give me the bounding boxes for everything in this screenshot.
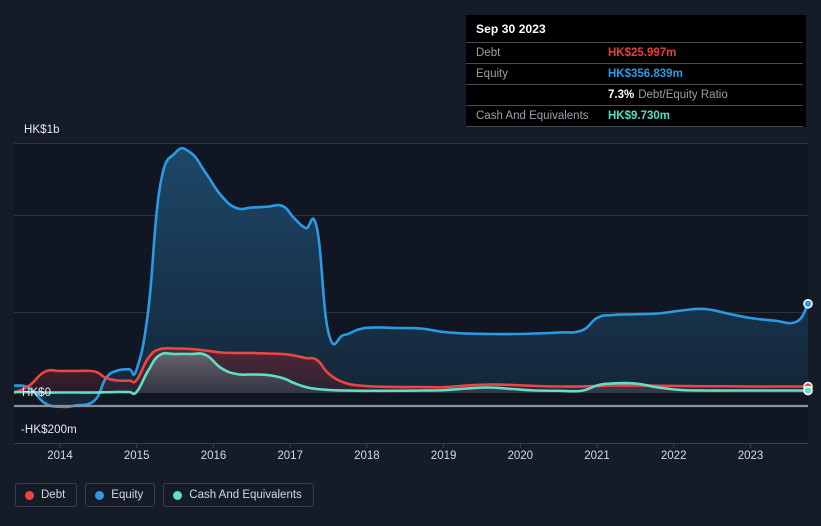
tooltip-row-debt-equity-ratio: 7.3% Debt/Equity Ratio — [466, 84, 803, 105]
plot-background — [14, 143, 808, 443]
tooltip-label-equity: Equity — [476, 68, 508, 80]
tooltip-value-equity: HK$356.839m — [608, 68, 683, 80]
x-axis-label-2014: 2014 — [47, 450, 73, 462]
x-axis-label-2020: 2020 — [507, 450, 534, 462]
tooltip-value-ratio: 7.3% — [608, 89, 635, 101]
x-axis-label-2018: 2018 — [354, 450, 380, 462]
legend-label-debt: Debt — [41, 489, 66, 501]
chart-legend: Debt Equity Cash And Equivalents — [15, 483, 314, 507]
x-axis-label-2021: 2021 — [584, 450, 610, 462]
legend-label-equity: Equity — [111, 489, 144, 501]
tooltip-row-debt: Debt HK$25.997m — [466, 42, 803, 63]
equity-line — [14, 146, 808, 409]
chart-svg — [14, 143, 813, 448]
y-axis-label-zero: HK$0 — [22, 387, 52, 399]
y-axis-label-bottom: -HK$200m — [21, 424, 77, 436]
chart-tooltip: Sep 30 2023 Debt HK$25.997m Equity HK$35… — [466, 15, 806, 127]
legend-label-cash: Cash And Equivalents — [189, 489, 302, 501]
endpoint-marker-equity — [803, 298, 813, 309]
equity-area — [14, 148, 808, 407]
x-axis-label-2022: 2022 — [660, 450, 687, 462]
legend-dot-cash-icon — [173, 490, 183, 500]
legend-dot-equity-icon — [95, 490, 105, 500]
tooltip-label-cash: Cash And Equivalents — [476, 110, 589, 122]
tooltip-date: Sep 30 2023 — [476, 22, 546, 36]
tooltip-value-cash: HK$9.730m — [608, 110, 671, 122]
legend-item-cash[interactable]: Cash And Equivalents — [163, 483, 314, 507]
cash-line — [14, 351, 808, 396]
legend-dot-debt-icon — [25, 490, 34, 500]
chart-plot-area[interactable]: HK$1b HK$0 -HK$200m 2014 2015 2016 2017 2018… — [0, 0, 821, 470]
tooltip-row-cash: Cash And Equivalents HK$9.730m — [466, 105, 803, 127]
tooltip-label-ratio: Debt/Equity Ratio — [638, 89, 728, 101]
x-axis-label-2023: 2023 — [737, 450, 764, 462]
endpoint-markers — [803, 298, 813, 396]
x-axis-label-2016: 2016 — [200, 450, 227, 462]
x-axis-label-2015: 2015 — [123, 450, 150, 462]
x-axis-label-2017: 2017 — [277, 450, 303, 462]
x-axis-ticks — [59, 443, 751, 448]
tooltip-value-debt: HK$25.997m — [608, 47, 677, 59]
tooltip-label-debt: Debt — [476, 47, 501, 59]
legend-item-equity[interactable]: Equity — [85, 483, 156, 507]
legend-item-debt[interactable]: Debt — [15, 483, 78, 507]
x-axis-label-2019: 2019 — [430, 450, 457, 462]
tooltip-row-equity: Equity HK$356.839m — [466, 63, 803, 84]
endpoint-marker-cash — [803, 385, 813, 396]
y-axis-label-top: HK$1b — [24, 124, 60, 136]
